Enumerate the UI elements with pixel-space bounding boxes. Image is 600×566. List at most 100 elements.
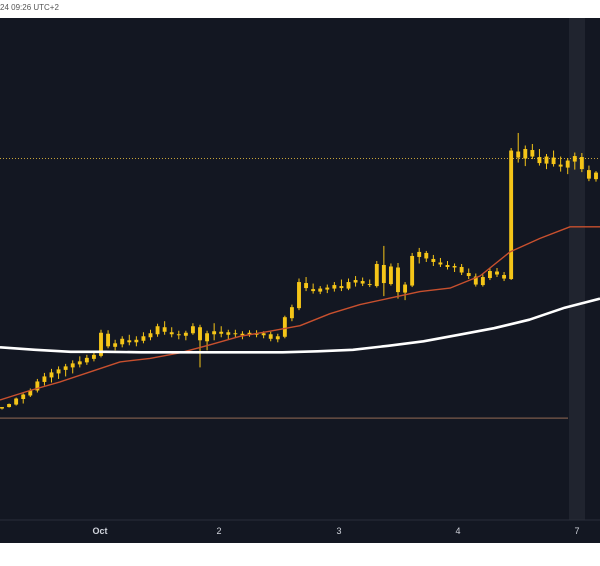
candle xyxy=(289,304,294,322)
candle-body xyxy=(42,376,47,382)
candle xyxy=(459,263,464,276)
candle xyxy=(523,145,528,167)
candle-body xyxy=(7,404,12,408)
candle xyxy=(70,360,75,374)
candle xyxy=(579,153,584,173)
candle-body xyxy=(268,334,273,339)
candle-body xyxy=(297,282,301,309)
chart-panel[interactable]: Oct 2 3 4 7 xyxy=(0,18,600,543)
candle xyxy=(438,257,443,267)
candle xyxy=(134,336,139,347)
candle-body xyxy=(311,289,316,292)
candles xyxy=(0,132,598,410)
candle xyxy=(141,332,146,344)
candle xyxy=(212,323,217,341)
candle xyxy=(473,273,478,287)
candle xyxy=(452,263,457,273)
candle-body xyxy=(155,326,160,335)
candle xyxy=(565,158,570,175)
horizontal-levels xyxy=(0,158,600,419)
candle-body xyxy=(113,343,118,347)
candle xyxy=(169,327,174,338)
candle xyxy=(304,277,309,292)
candle-body xyxy=(565,160,570,168)
candle xyxy=(56,366,61,379)
candle xyxy=(594,171,598,182)
candle-body xyxy=(459,266,464,273)
candle xyxy=(155,323,160,337)
candle-body xyxy=(304,283,309,289)
candle-body xyxy=(35,381,40,391)
candle xyxy=(487,268,492,281)
candle-body xyxy=(0,407,4,409)
candle xyxy=(247,330,252,337)
candle-body xyxy=(360,281,365,284)
candle xyxy=(219,326,224,338)
candle-body xyxy=(466,273,471,277)
x-tick-label: Oct xyxy=(92,526,107,536)
candle-body xyxy=(332,285,337,289)
candle-body xyxy=(70,363,75,368)
candle-body xyxy=(403,284,408,293)
candle xyxy=(198,324,202,368)
x-axis-ticks: Oct 2 3 4 7 xyxy=(92,526,579,536)
candle xyxy=(176,330,181,340)
candle xyxy=(113,339,118,351)
candle-body xyxy=(148,333,153,338)
candle-body xyxy=(49,372,54,378)
candle-body xyxy=(289,307,294,319)
candle xyxy=(516,132,521,163)
candle-body xyxy=(388,266,393,285)
candle xyxy=(63,363,68,377)
candle xyxy=(233,329,238,338)
candle-body xyxy=(212,331,217,335)
candle-body xyxy=(56,369,61,374)
candle-body xyxy=(367,284,372,286)
candle xyxy=(544,154,549,170)
candle-body xyxy=(169,332,174,335)
candle-body xyxy=(438,262,443,265)
candle xyxy=(183,330,188,341)
chart-timestamp: 24 09:26 UTC+2 xyxy=(0,3,59,12)
x-tick-label: 3 xyxy=(336,526,341,536)
candle xyxy=(77,356,82,368)
candle xyxy=(205,330,210,351)
candle xyxy=(282,315,287,339)
candle xyxy=(127,334,132,346)
candle xyxy=(311,283,316,294)
candle-body xyxy=(254,333,259,335)
price-chart[interactable]: Oct 2 3 4 7 xyxy=(0,18,600,543)
candle-body xyxy=(558,164,563,167)
candle xyxy=(360,277,365,287)
candle xyxy=(424,250,429,262)
candle xyxy=(396,262,400,299)
candle xyxy=(551,150,556,167)
candle xyxy=(367,279,372,288)
x-tick-label: 7 xyxy=(574,526,579,536)
candle xyxy=(190,323,195,335)
slow-moving-average-line xyxy=(0,297,600,354)
candle-body xyxy=(452,265,457,268)
candle-body xyxy=(530,150,535,157)
candle-body xyxy=(77,361,82,365)
candle xyxy=(339,279,344,292)
candle-body xyxy=(198,327,202,341)
candle-body xyxy=(127,340,132,343)
candle-body xyxy=(190,326,195,334)
candle-body xyxy=(63,366,68,370)
candle xyxy=(275,333,280,343)
x-tick-label: 2 xyxy=(216,526,221,536)
candle-body xyxy=(516,151,521,158)
candle xyxy=(558,156,563,172)
candle xyxy=(530,144,535,160)
candle-body xyxy=(551,157,556,165)
candle-body xyxy=(544,156,549,164)
candle xyxy=(42,372,47,386)
candle-body xyxy=(318,288,323,292)
candle-body xyxy=(219,331,224,334)
candle xyxy=(346,278,351,291)
candle-body xyxy=(28,390,33,396)
candle xyxy=(84,354,89,365)
candle xyxy=(7,403,12,408)
candle-body xyxy=(374,263,379,287)
